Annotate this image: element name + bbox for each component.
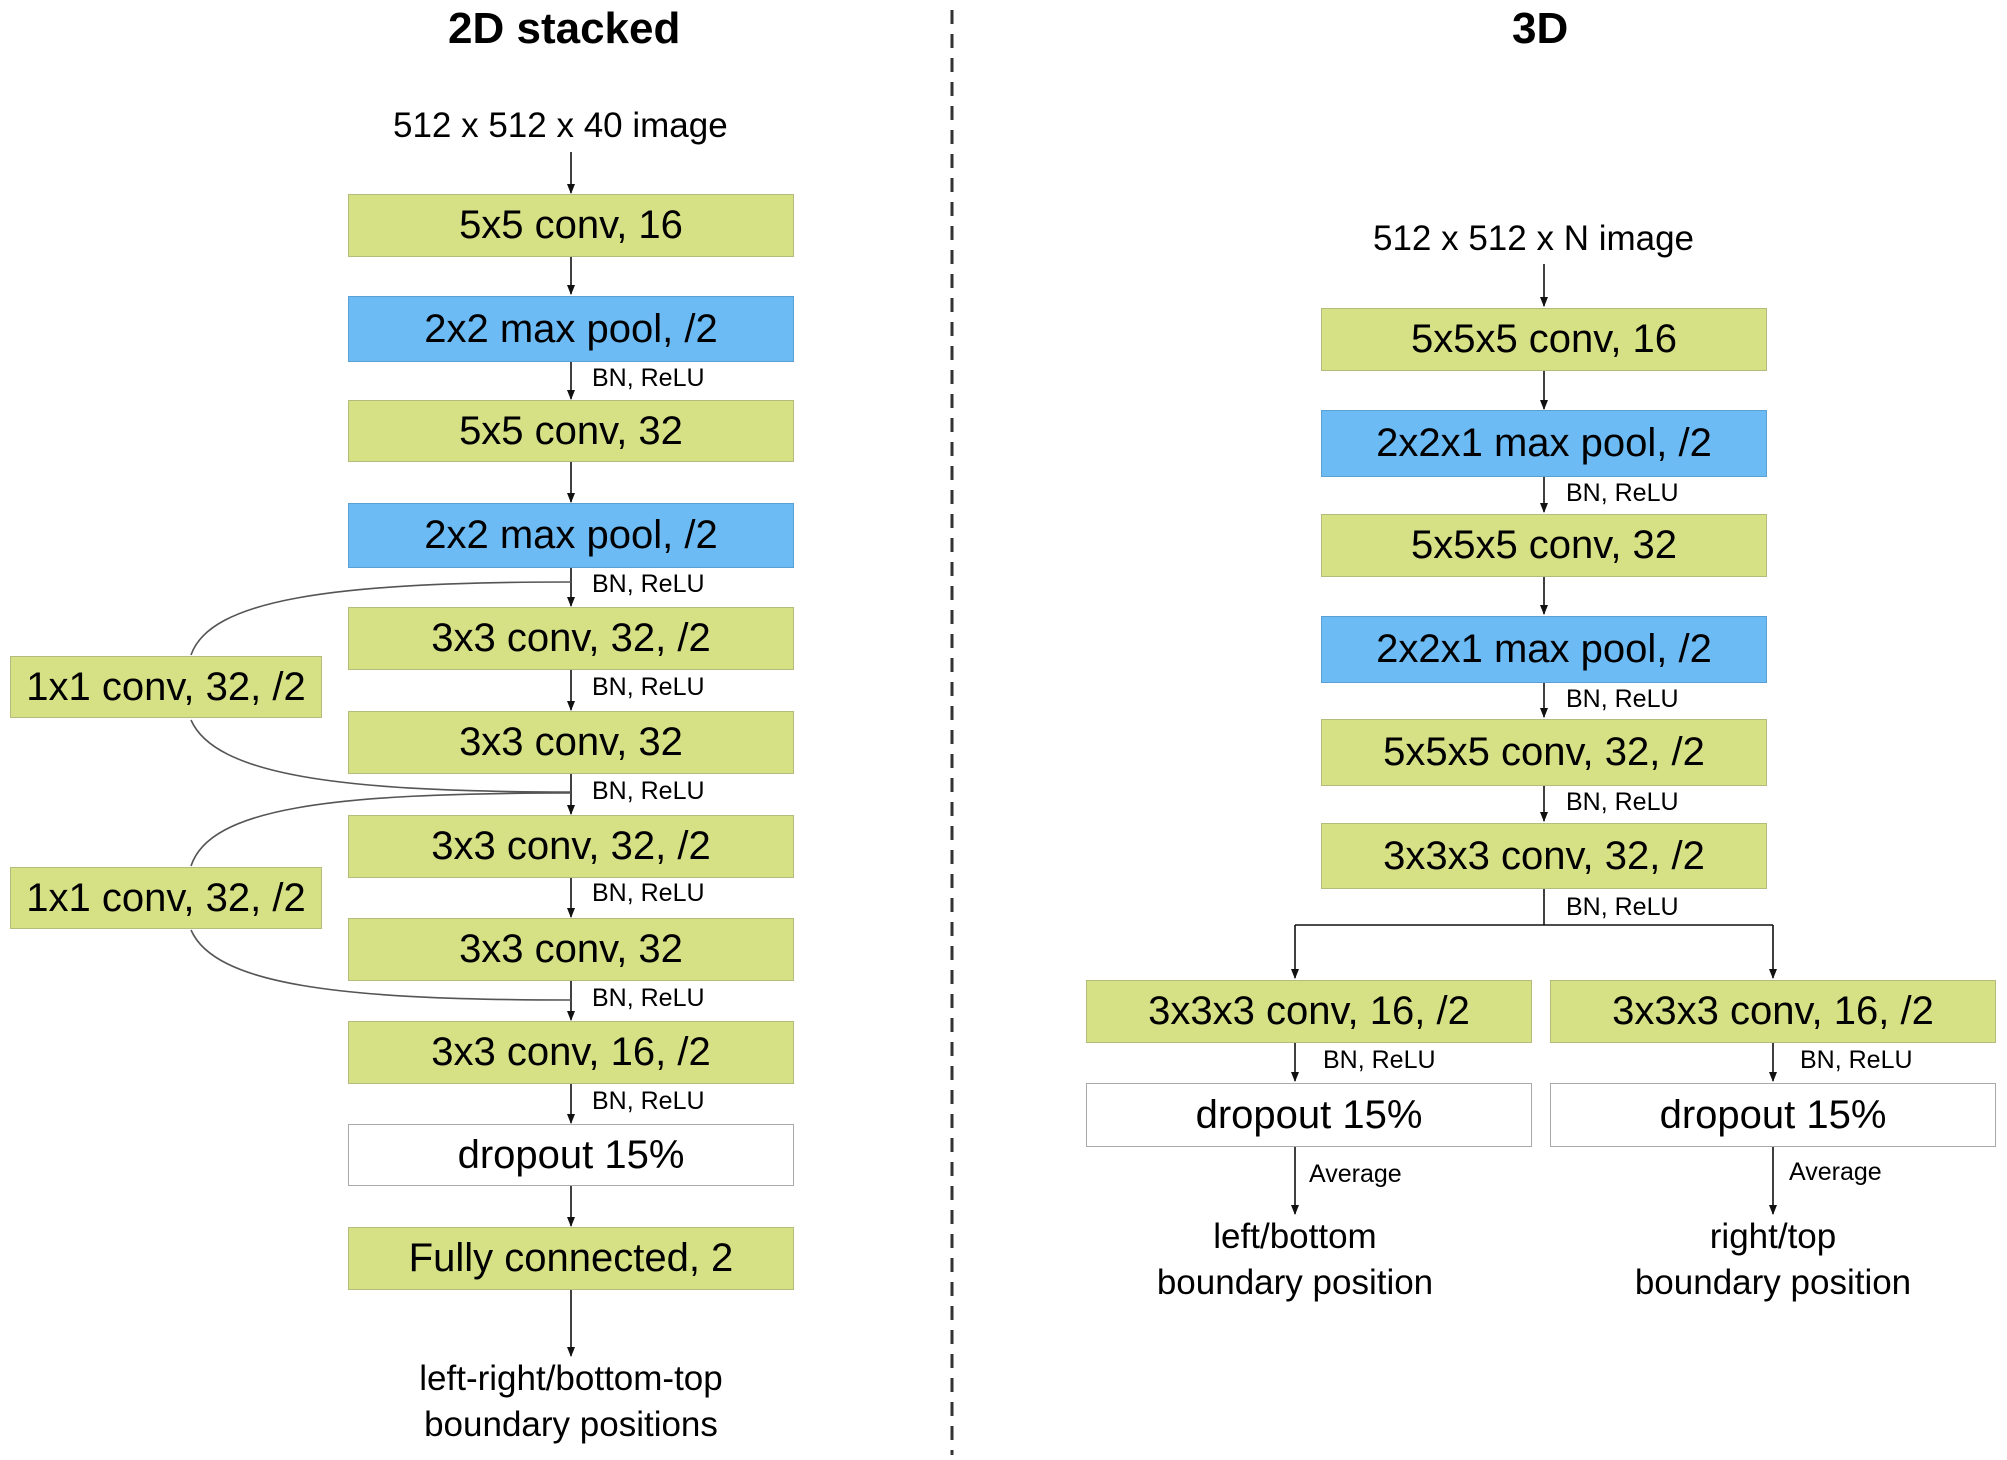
left-block-conv-5x5-16: 5x5 conv, 16 xyxy=(348,194,794,257)
left-block-conv-3x3-32-b: 3x3 conv, 32 xyxy=(348,918,794,981)
right-branch-left-output-line2: boundary position xyxy=(1156,1263,1434,1302)
skip-arc xyxy=(190,581,572,656)
right-branch-left-conv: 3x3x3 conv, 16, /2 xyxy=(1086,980,1532,1043)
right-branch-left-output: left/bottom boundary position xyxy=(1095,1214,1495,1306)
edge-label-average: Average xyxy=(1309,1160,1402,1188)
left-block-maxpool-1: 2x2 max pool, /2 xyxy=(348,296,794,362)
left-block-conv-3x3-32-a: 3x3 conv, 32 xyxy=(348,711,794,774)
edge-label: BN, ReLU xyxy=(1323,1046,1436,1074)
left-output-line1: left-right/bottom-top xyxy=(419,1359,723,1398)
edge-label: BN, ReLU xyxy=(592,777,705,805)
right-block-conv-3x3x3-32-s2: 3x3x3 conv, 32, /2 xyxy=(1321,823,1767,889)
right-branch-right-output-line2: boundary position xyxy=(1634,1263,1912,1302)
edge-label: BN, ReLU xyxy=(592,570,705,598)
edge-label: BN, ReLU xyxy=(1566,788,1679,816)
left-skip-1x1-conv-2: 1x1 conv, 32, /2 xyxy=(10,867,322,929)
right-block-conv-5x5x5-32: 5x5x5 conv, 32 xyxy=(1321,514,1767,577)
left-skip-1x1-conv-1: 1x1 conv, 32, /2 xyxy=(10,656,322,718)
left-output-label: left-right/bottom-top boundary positions xyxy=(371,1356,771,1448)
right-branch-left-dropout: dropout 15% xyxy=(1086,1083,1532,1147)
right-block-conv-5x5x5-32-s2: 5x5x5 conv, 32, /2 xyxy=(1321,719,1767,786)
edge-label: BN, ReLU xyxy=(592,1087,705,1115)
left-input-label: 512 x 512 x 40 image xyxy=(393,106,728,145)
skip-arc xyxy=(190,929,572,1001)
edge-label: BN, ReLU xyxy=(592,673,705,701)
edge-label: BN, ReLU xyxy=(592,879,705,907)
left-block-conv-5x5-32: 5x5 conv, 32 xyxy=(348,400,794,462)
right-title: 3D xyxy=(1512,4,1569,53)
right-branch-right-output-line1: right/top xyxy=(1709,1217,1837,1256)
skip-arc xyxy=(190,792,572,867)
right-block-conv-5x5x5-16: 5x5x5 conv, 16 xyxy=(1321,308,1767,371)
left-block-fully-connected: Fully connected, 2 xyxy=(348,1227,794,1290)
edge-label: BN, ReLU xyxy=(592,364,705,392)
edge-label-average: Average xyxy=(1789,1158,1882,1186)
left-block-dropout: dropout 15% xyxy=(348,1124,794,1186)
right-branch-left-output-line1: left/bottom xyxy=(1213,1217,1377,1256)
right-block-maxpool-1: 2x2x1 max pool, /2 xyxy=(1321,410,1767,477)
left-block-maxpool-2: 2x2 max pool, /2 xyxy=(348,503,794,568)
edge-label: BN, ReLU xyxy=(1566,893,1679,921)
edge-label: BN, ReLU xyxy=(1566,685,1679,713)
right-branch-right-conv: 3x3x3 conv, 16, /2 xyxy=(1550,980,1996,1043)
right-block-maxpool-2: 2x2x1 max pool, /2 xyxy=(1321,616,1767,683)
left-title: 2D stacked xyxy=(448,4,681,53)
edge-label: BN, ReLU xyxy=(592,984,705,1012)
left-block-conv-3x3-32-s2-a: 3x3 conv, 32, /2 xyxy=(348,607,794,670)
right-branch-right-dropout: dropout 15% xyxy=(1550,1083,1996,1147)
edge-label: BN, ReLU xyxy=(1800,1046,1913,1074)
left-block-conv-3x3-16-s2: 3x3 conv, 16, /2 xyxy=(348,1021,794,1084)
left-output-line2: boundary positions xyxy=(424,1405,718,1444)
right-input-label: 512 x 512 x N image xyxy=(1373,219,1695,258)
edge-label: BN, ReLU xyxy=(1566,479,1679,507)
skip-arc xyxy=(190,719,572,793)
right-branch-right-output: right/top boundary position xyxy=(1573,1214,1973,1306)
left-block-conv-3x3-32-s2-b: 3x3 conv, 32, /2 xyxy=(348,815,794,878)
